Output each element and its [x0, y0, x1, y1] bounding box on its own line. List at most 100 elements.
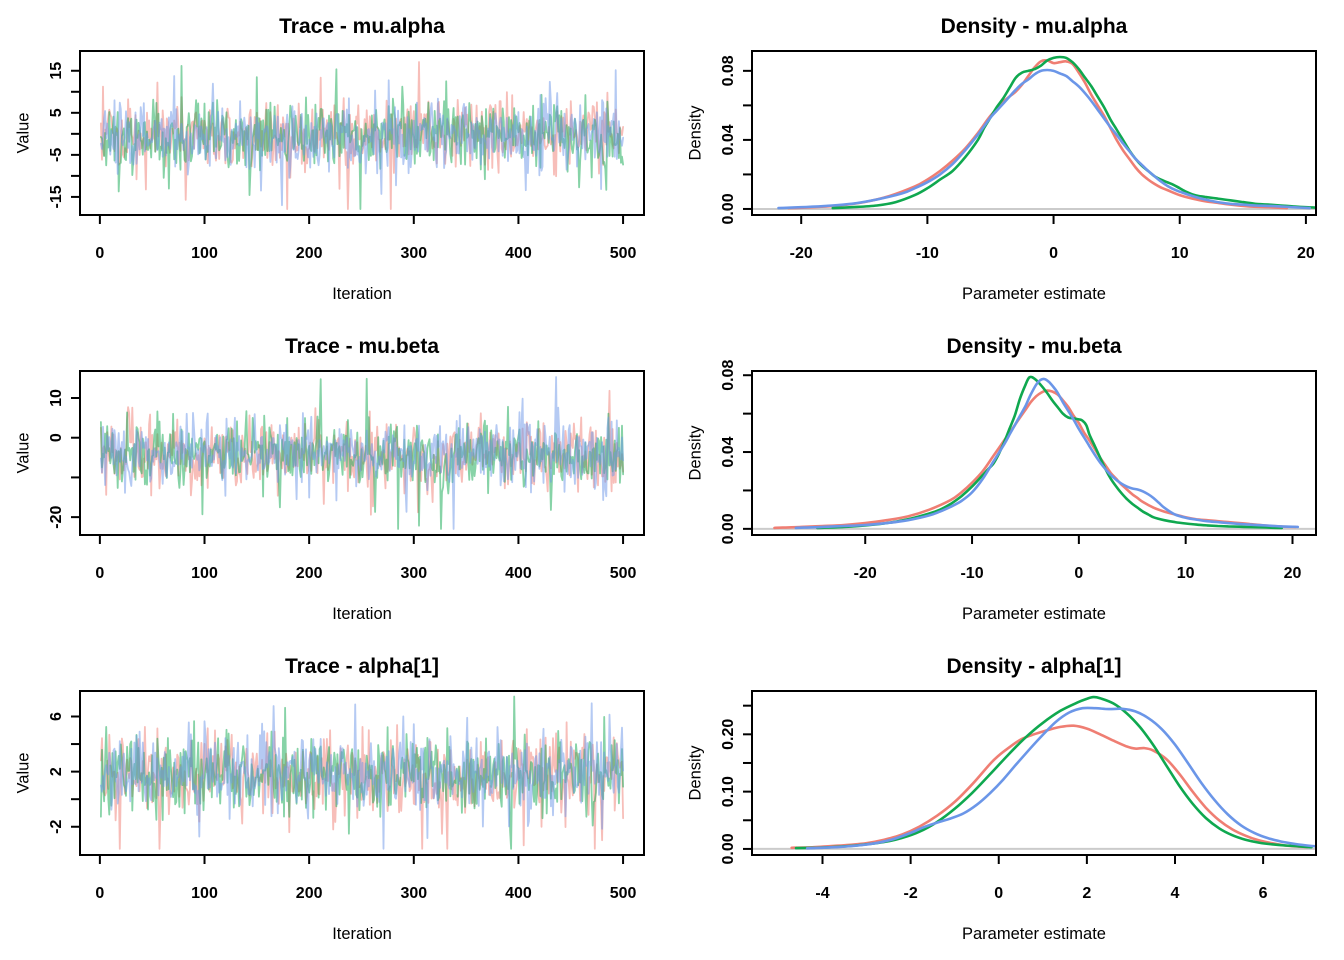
y-axis-title: Density	[686, 425, 704, 481]
x-tick-label: 0	[95, 565, 104, 582]
panel-title: Density - mu.alpha	[941, 15, 1128, 38]
y-tick-label: 15	[48, 62, 65, 80]
x-tick-label: 300	[400, 885, 427, 902]
plot-box	[79, 50, 645, 216]
y-tick-label: 0.00	[720, 833, 737, 864]
density-mu-alpha-svg: Density - mu.alpha-20 -10 0 10 200.000.040.0…	[686, 15, 1317, 303]
panel-title: Trace - mu.alpha	[279, 15, 445, 38]
trace-mu-alpha-svg: Trace - mu.alpha 0 100 200 300 400 500 -15 -5 5 15…	[14, 15, 645, 303]
x-axis: -20 -10 0 10 20	[854, 535, 1302, 582]
x-tick-label: 100	[191, 245, 218, 262]
y-tick-label: 6	[48, 712, 65, 721]
y-tick-label: -2	[48, 820, 65, 834]
x-tick-label: 10	[1177, 565, 1195, 582]
x-axis-title: Parameter estimate	[962, 285, 1106, 303]
x-axis-title: Iteration	[332, 605, 392, 623]
series-chain-3	[777, 68, 1311, 210]
x-tick-label: 0	[994, 885, 1003, 902]
density-mu-beta-svg: Density - mu.beta -20 -10 0 10 20 0.00 0.04 0.08…	[686, 335, 1317, 623]
x-axis-title: Parameter estimate	[962, 605, 1106, 623]
series-chain-1	[773, 389, 1297, 530]
panel-density-mu-beta: Density - mu.beta -20 -10 0 10 20 0.00 0.04 0.08…	[672, 320, 1344, 640]
plot-box	[751, 50, 1317, 216]
x-tick-label: -4	[815, 885, 829, 902]
y-axis-title: Value	[14, 433, 32, 474]
x-tick-label: -20	[854, 565, 877, 582]
x-tick-label: 20	[1297, 245, 1315, 262]
y-axis-title: Value	[14, 113, 32, 154]
y-tick-label: 0.08	[720, 55, 737, 86]
y-tick-label: 0.04	[720, 436, 737, 467]
x-tick-label: 10	[1171, 245, 1189, 262]
plot-box	[751, 370, 1317, 536]
x-tick-label: 400	[505, 245, 532, 262]
x-axis-title: Parameter estimate	[962, 925, 1106, 943]
panel-title: Density - alpha[1]	[946, 655, 1121, 678]
x-tick-label: -2	[904, 885, 918, 902]
y-axis: 0.00 0.04 0.08	[720, 360, 752, 544]
y-axis-title: Value	[14, 753, 32, 794]
series-group	[777, 55, 1316, 210]
plot-box	[751, 690, 1317, 856]
x-tick-label: 0	[1074, 565, 1083, 582]
y-tick-label: -5	[48, 148, 65, 162]
panel-title: Trace - alpha[1]	[285, 655, 439, 678]
series-chain-2	[815, 375, 1284, 530]
y-tick-label: 0.00	[720, 193, 737, 224]
x-tick-label: 500	[610, 885, 637, 902]
series-chain-1	[790, 724, 1309, 850]
y-tick-label: 0	[48, 433, 65, 442]
x-axis-title: Iteration	[332, 925, 392, 943]
series-chain-1	[787, 59, 1289, 210]
series-chain-2	[100, 65, 624, 211]
series-group	[100, 695, 624, 850]
x-tick-label: 100	[191, 565, 218, 582]
x-tick-label: 6	[1259, 885, 1268, 902]
plot-box	[79, 370, 645, 536]
x-axis: 0 100 200 300 400 500	[95, 535, 637, 582]
x-tick-label: 200	[296, 885, 323, 902]
panel-trace-mu-beta: Trace - mu.beta 0 100 200 300 400 500 -20 0 10 Ite…	[0, 320, 672, 640]
x-tick-label: 400	[505, 565, 532, 582]
series-chain-3	[805, 706, 1316, 850]
panel-trace-alpha-1: Trace - alpha[1] 0 100 200 300 400 500 -2 2 6 Iter…	[0, 640, 672, 960]
x-tick-label: -10	[960, 565, 983, 582]
y-tick-label: 5	[48, 108, 65, 117]
panel-title: Density - mu.beta	[946, 335, 1121, 358]
y-tick-label: 0.08	[720, 360, 737, 391]
panel-density-mu-alpha: Density - mu.alpha -20 -10 0 10 20 0.00 0.04 0.0…	[672, 0, 1344, 320]
y-tick-label: 2	[48, 767, 65, 776]
y-tick-label: 10	[48, 389, 65, 407]
y-tick-label: -20	[48, 505, 65, 528]
x-tick-label: 100	[191, 885, 218, 902]
series-group	[773, 375, 1300, 530]
plot-box	[79, 690, 645, 856]
y-tick-label: 0.10	[720, 776, 737, 807]
panel-title: Trace - mu.beta	[285, 335, 439, 358]
trace-alpha-1-svg: Trace - alpha[1] 0 100 200 300 400 500 -2 2 6 Iter…	[14, 655, 645, 943]
x-tick-label: -20	[790, 245, 813, 262]
y-tick-label: 0.00	[720, 513, 737, 544]
y-axis-title: Density	[686, 105, 704, 161]
series-chain-3	[794, 377, 1300, 530]
series-chain-2	[794, 695, 1313, 850]
panel-density-alpha-1: Density - alpha[1] -4 -2 0 2 4 6 0.00 0.10 0.20 Pa…	[672, 640, 1344, 960]
x-axis-title: Iteration	[332, 285, 392, 303]
y-axis: -2 2 6	[48, 712, 80, 834]
x-tick-label: 0	[95, 245, 104, 262]
x-axis: -20 -10 0 10 20	[790, 215, 1315, 262]
y-tick-label: 0.20	[720, 719, 737, 750]
series-group	[100, 61, 624, 211]
x-tick-label: 300	[400, 565, 427, 582]
x-axis: 0 100 200 300 400 500	[95, 855, 637, 902]
trace-mu-beta-svg: Trace - mu.beta 0 100 200 300 400 500 -20 0 10 Ite…	[14, 335, 645, 623]
y-tick-label: 0.04	[720, 124, 737, 155]
y-axis: -15 -5 5 15	[48, 62, 80, 208]
x-tick-label: -10	[916, 245, 939, 262]
series-chain-2	[831, 55, 1316, 210]
x-tick-label: 0	[95, 885, 104, 902]
x-tick-label: 20	[1284, 565, 1302, 582]
series-chain-3	[100, 376, 624, 530]
y-tick-label: -15	[48, 185, 65, 208]
